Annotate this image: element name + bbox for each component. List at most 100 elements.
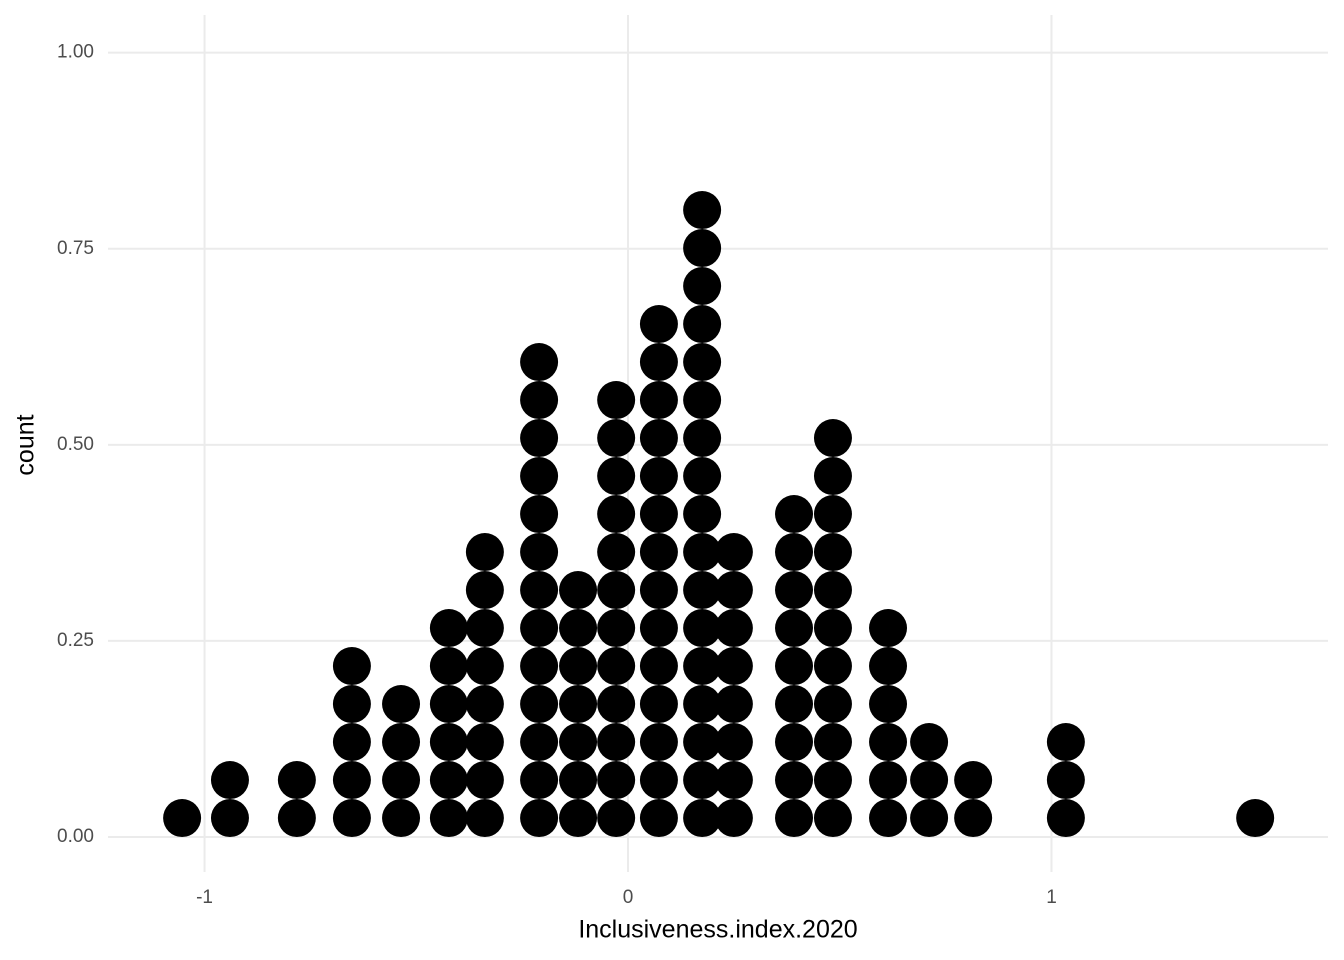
y-tick-label: 0.25 (57, 630, 94, 651)
dot (813, 495, 852, 534)
dot (465, 799, 504, 838)
dot (520, 571, 559, 610)
dot (429, 723, 468, 762)
dot (683, 267, 722, 306)
dot (775, 799, 814, 838)
dot (813, 609, 852, 648)
dot (597, 381, 636, 420)
dot (332, 685, 371, 724)
dot (683, 799, 722, 838)
dot (775, 761, 814, 800)
dot (429, 647, 468, 686)
dot (683, 761, 722, 800)
dot (210, 799, 249, 838)
dot (465, 609, 504, 648)
dot (332, 723, 371, 762)
dot (520, 761, 559, 800)
dot (813, 647, 852, 686)
dot (714, 647, 753, 686)
dot (520, 647, 559, 686)
dot (597, 457, 636, 496)
dot (683, 419, 722, 458)
dot (597, 609, 636, 648)
dot (639, 571, 678, 610)
dot (639, 685, 678, 724)
dot (1046, 799, 1085, 838)
dot (465, 685, 504, 724)
dot (775, 533, 814, 572)
y-axis-title: count (12, 414, 40, 475)
dot (559, 723, 598, 762)
dot (520, 495, 559, 534)
dot (1046, 723, 1085, 762)
dot (714, 685, 753, 724)
dot (520, 419, 559, 458)
x-tick-label: -1 (196, 887, 213, 908)
dot (597, 761, 636, 800)
dot (382, 723, 421, 762)
dot (597, 571, 636, 610)
dot (869, 647, 908, 686)
dot (714, 533, 753, 572)
dot (429, 799, 468, 838)
dot (210, 761, 249, 800)
dot (332, 647, 371, 686)
dot (775, 685, 814, 724)
dot (639, 381, 678, 420)
dot (954, 799, 993, 838)
dot (639, 305, 678, 344)
dot (714, 761, 753, 800)
dot (775, 495, 814, 534)
dot (597, 419, 636, 458)
dot (332, 761, 371, 800)
dot (520, 381, 559, 420)
dot (382, 685, 421, 724)
dot (683, 571, 722, 610)
dot (559, 685, 598, 724)
dot (869, 609, 908, 648)
dot (714, 609, 753, 648)
dot (683, 457, 722, 496)
dot (639, 419, 678, 458)
x-axis-title: Inclusiveness.index.2020 (578, 916, 857, 944)
dot (597, 533, 636, 572)
dot (465, 533, 504, 572)
dot (597, 723, 636, 762)
dot (520, 799, 559, 838)
dot (639, 457, 678, 496)
dot (813, 457, 852, 496)
dot (465, 723, 504, 762)
dot (869, 723, 908, 762)
dot (775, 647, 814, 686)
dot (559, 647, 598, 686)
dot (639, 799, 678, 838)
dot (597, 799, 636, 838)
dot (597, 495, 636, 534)
dot (163, 799, 202, 838)
dot (683, 533, 722, 572)
dot (714, 723, 753, 762)
dot (813, 799, 852, 838)
dot (465, 647, 504, 686)
dot (714, 799, 753, 838)
dot (683, 305, 722, 344)
dot (429, 761, 468, 800)
dot (683, 191, 722, 230)
dot (429, 609, 468, 648)
dot (559, 571, 598, 610)
dot (683, 343, 722, 382)
dot (683, 381, 722, 420)
dot (1046, 761, 1085, 800)
dot (869, 761, 908, 800)
dot (639, 761, 678, 800)
dot (813, 685, 852, 724)
dot (813, 571, 852, 610)
dot (639, 495, 678, 534)
dot (639, 343, 678, 382)
dot (1236, 799, 1275, 838)
dot (520, 685, 559, 724)
dot (813, 723, 852, 762)
dot (520, 343, 559, 382)
dot (559, 609, 598, 648)
